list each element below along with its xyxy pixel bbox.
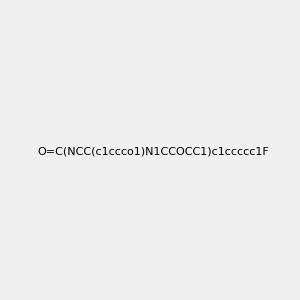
Text: O=C(NCC(c1ccco1)N1CCOCC1)c1ccccc1F: O=C(NCC(c1ccco1)N1CCOCC1)c1ccccc1F — [38, 146, 270, 157]
